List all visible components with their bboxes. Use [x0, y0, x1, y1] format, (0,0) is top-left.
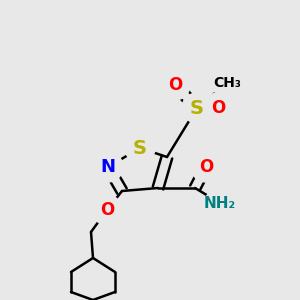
Text: N: N — [100, 158, 116, 176]
Circle shape — [205, 188, 235, 218]
Circle shape — [125, 133, 155, 163]
Circle shape — [160, 70, 190, 100]
Text: CH₃: CH₃ — [213, 76, 241, 90]
Circle shape — [212, 68, 242, 98]
Circle shape — [182, 93, 212, 123]
Circle shape — [93, 152, 123, 182]
Text: S: S — [133, 139, 147, 158]
Text: S: S — [190, 98, 204, 118]
Text: NH₂: NH₂ — [204, 196, 236, 211]
Circle shape — [92, 195, 122, 225]
Text: O: O — [168, 76, 182, 94]
Circle shape — [191, 152, 221, 182]
Text: O: O — [199, 158, 213, 176]
Text: O: O — [211, 99, 225, 117]
Text: O: O — [100, 201, 114, 219]
Circle shape — [203, 93, 233, 123]
